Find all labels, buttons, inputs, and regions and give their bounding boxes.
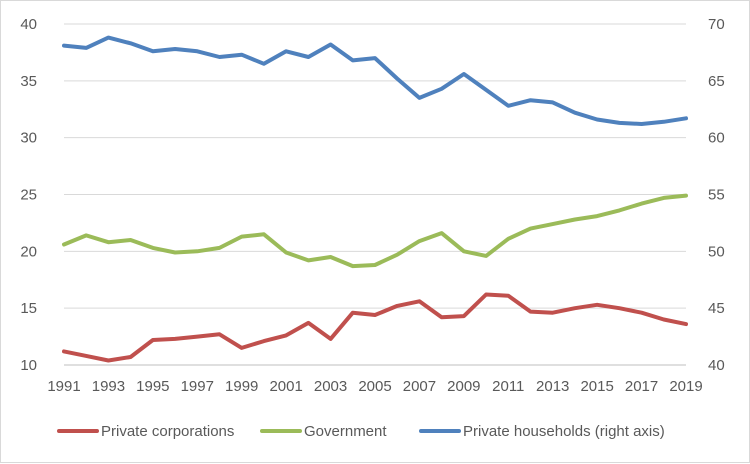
x-tick-label: 2017: [625, 378, 658, 395]
x-tick-label: 2005: [358, 378, 391, 395]
legend-label-private-corporations: Private corporations: [101, 423, 234, 440]
legend-label-government: Government: [304, 423, 387, 440]
x-tick-label: 2011: [492, 378, 524, 395]
right-tick-label: 50: [708, 243, 725, 260]
series-line-private-households-right-axis: [62, 35, 688, 126]
right-tick-label: 65: [708, 73, 725, 90]
x-tick-label: 1999: [225, 378, 258, 395]
x-tick-label: 2009: [447, 378, 480, 395]
right-tick-label: 55: [708, 187, 725, 204]
series-line-government: [62, 193, 688, 269]
x-axis-tick-labels: 1991 1993 1995 1997 1999 2001 2003 2005 2007 2009…: [47, 378, 702, 395]
series-lines: [62, 35, 688, 363]
x-tick-label: 2013: [536, 378, 569, 395]
x-tick-label: 2007: [403, 378, 436, 395]
x-tick-label: 1993: [92, 378, 125, 395]
x-tick-label: 2001: [269, 378, 302, 395]
left-tick-label: 30: [20, 130, 37, 147]
x-tick-label: 1991: [47, 378, 80, 395]
right-tick-label: 40: [708, 357, 725, 374]
right-tick-label: 45: [708, 300, 725, 317]
left-tick-label: 35: [20, 73, 37, 90]
legend-label-private-households-right-axis: Private households (right axis): [463, 423, 665, 440]
x-tick-label: 2003: [314, 378, 347, 395]
series-line-private-corporations: [62, 292, 688, 363]
left-tick-label: 25: [20, 187, 37, 204]
x-tick-label: 1995: [136, 378, 169, 395]
left-tick-label: 20: [20, 243, 37, 260]
right-tick-label: 70: [708, 16, 725, 33]
left-tick-label: 40: [20, 16, 37, 33]
right-tick-label: 60: [708, 130, 725, 147]
left-tick-label: 10: [20, 357, 37, 374]
legend: Private corporations Government Private ho…: [57, 423, 665, 440]
x-tick-label: 2019: [669, 378, 702, 395]
right-axis-tick-labels: 40 45 50 55 60 65 70: [708, 16, 725, 374]
left-axis-tick-labels: 10 15 20 25 30 35 40: [20, 16, 37, 374]
x-tick-label: 1997: [181, 378, 214, 395]
x-tick-label: 2015: [580, 378, 613, 395]
left-tick-label: 15: [20, 300, 37, 317]
